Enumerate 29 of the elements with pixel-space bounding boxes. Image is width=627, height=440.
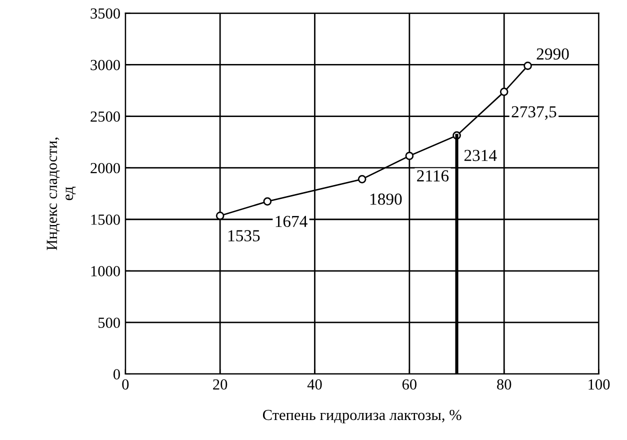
y-tick-label: 1500 (91, 214, 120, 225)
x-tick-label: 20 (213, 379, 228, 390)
y-tick-label: 1000 (91, 266, 120, 276)
point (524, 62, 532, 70)
point (263, 197, 272, 206)
x-tick-label: 60 (402, 379, 416, 390)
x-tick-label: 40 (307, 379, 322, 390)
y-axis-title: Индекс сладости, ед (46, 138, 76, 250)
data-label: 2737,5 (512, 106, 556, 120)
data-label: 2116 (417, 170, 449, 182)
point (216, 212, 224, 220)
x-tick-label: 80 (497, 379, 512, 390)
data-label: 2314 (464, 150, 497, 162)
point (405, 152, 414, 160)
point (358, 175, 366, 184)
data-label: 2990 (536, 48, 569, 60)
data-label: 1674 (276, 216, 308, 228)
x-tick-label: 100 (588, 379, 610, 390)
x-axis-title: Степень гидролиза лактозы, % (262, 410, 462, 424)
point (500, 88, 508, 96)
y-tick-label: 3500 (90, 8, 120, 19)
y-tick-label: 500 (98, 318, 120, 328)
x-tick-label: 0 (122, 379, 129, 390)
y-tick-label: 0 (113, 369, 120, 380)
y-tick-label: 3000 (90, 60, 120, 70)
data-label: 1890 (370, 194, 402, 205)
data-label: 1535 (228, 230, 260, 242)
y-tick-label: 2500 (90, 111, 120, 122)
y-tick-label: 2000 (90, 162, 120, 174)
